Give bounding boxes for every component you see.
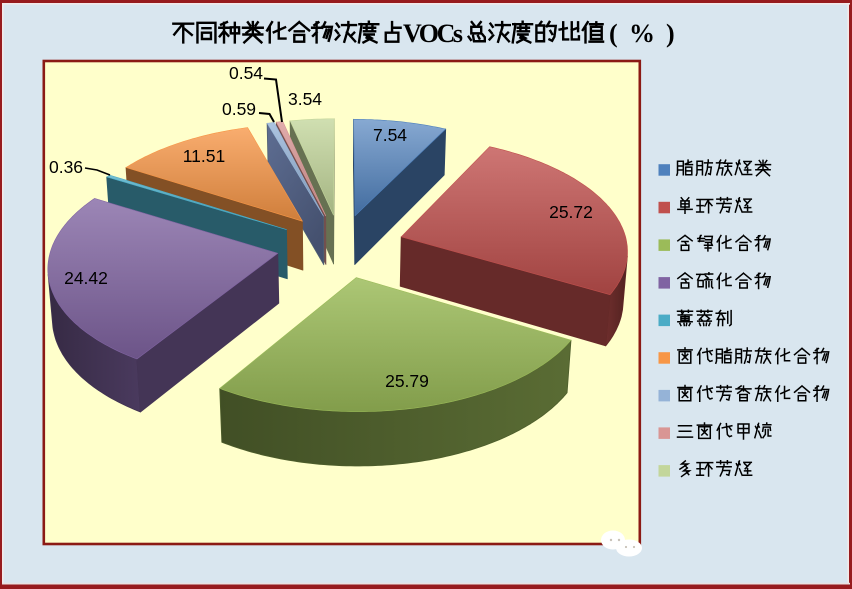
svg-text:3.54: 3.54: [288, 89, 322, 109]
svg-text:25.79: 25.79: [385, 371, 429, 391]
svg-text:0.36: 0.36: [49, 157, 83, 177]
svg-text:24.42: 24.42: [64, 268, 108, 288]
svg-text:(: (: [609, 19, 618, 48]
svg-text:7.54: 7.54: [373, 125, 407, 145]
svg-text:0.59: 0.59: [222, 99, 256, 119]
svg-text:VOCs: VOCs: [403, 19, 463, 48]
svg-text:25.72: 25.72: [549, 202, 593, 222]
svg-text:%: %: [629, 19, 655, 48]
svg-text:11.51: 11.51: [183, 146, 226, 166]
svg-text:): ): [666, 19, 675, 48]
svg-text:0.54: 0.54: [229, 63, 263, 83]
